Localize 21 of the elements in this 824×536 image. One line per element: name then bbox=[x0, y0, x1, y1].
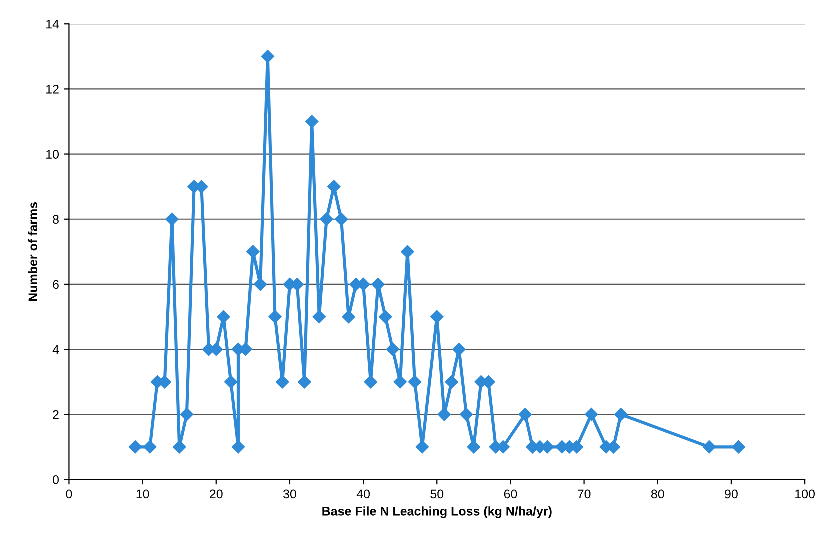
y-tick-label: 4 bbox=[52, 345, 60, 354]
y-tick-label: 14 bbox=[46, 20, 60, 29]
y-tick-label: 0 bbox=[53, 476, 60, 484]
x-tick-label: 0 bbox=[66, 490, 72, 499]
x-tick-label: 40 bbox=[356, 490, 370, 499]
y-tick-label: 12 bbox=[46, 85, 59, 94]
x-tick-label: 20 bbox=[210, 490, 223, 499]
y-tick-label: 6 bbox=[53, 280, 59, 290]
y-tick-label: 2 bbox=[53, 410, 59, 420]
x-tick-label: 100 bbox=[796, 490, 815, 499]
x-tick-label: 50 bbox=[430, 490, 444, 499]
x-tick-label: 60 bbox=[504, 490, 518, 499]
x-tick-label: 80 bbox=[651, 490, 664, 499]
y-tick-label: 10 bbox=[46, 150, 60, 159]
y-axis-title: Number of farms bbox=[28, 202, 38, 302]
x-axis-title: Base File N Leaching Loss (kg N/ha/yr) bbox=[322, 506, 552, 518]
y-tick-label: 8 bbox=[53, 215, 59, 224]
x-tick-label: 10 bbox=[136, 490, 150, 499]
x-tick-label: 70 bbox=[578, 490, 591, 499]
x-tick-label: 90 bbox=[725, 490, 738, 499]
x-tick-label: 30 bbox=[283, 490, 296, 499]
